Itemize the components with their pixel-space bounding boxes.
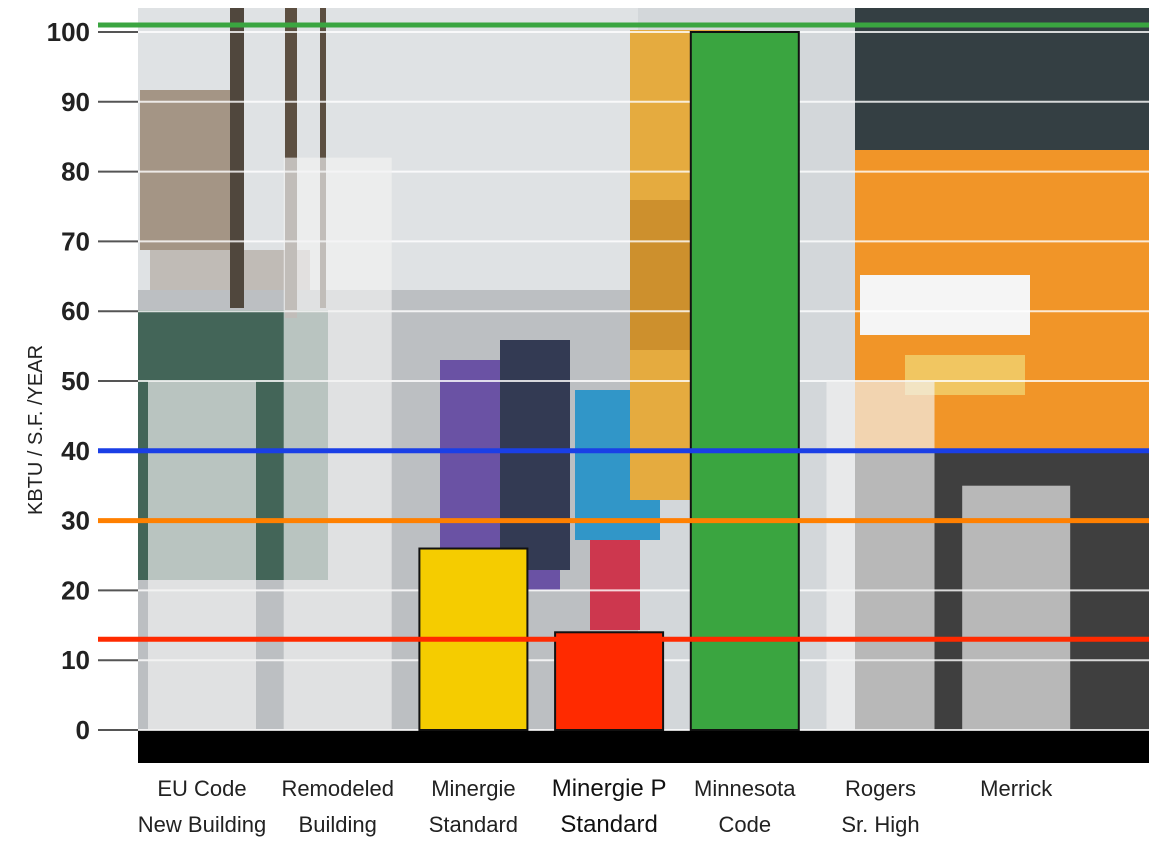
x-category-label: Remodeled Building xyxy=(281,776,394,837)
bars xyxy=(148,31,1071,732)
bar xyxy=(283,157,392,730)
y-tick-label: 20 xyxy=(61,575,90,605)
x-category-label: Minergie P Standard xyxy=(552,775,667,838)
y-tick-label: 0 xyxy=(76,715,90,745)
y-tick-label: 70 xyxy=(61,226,90,256)
y-tick-label: 80 xyxy=(61,157,90,187)
bar xyxy=(689,31,800,731)
reference-lines xyxy=(98,22,1149,642)
y-tick-label: 30 xyxy=(61,506,90,536)
baseline-band xyxy=(138,730,1149,763)
x-category-label: Minergie Standard xyxy=(429,776,518,837)
x-category-label: EU Code New Building xyxy=(138,776,266,837)
bar xyxy=(826,381,935,730)
y-tick-label: 10 xyxy=(61,645,90,675)
y-tick-label: 40 xyxy=(61,436,90,466)
bar xyxy=(962,485,1071,730)
y-tick-label: 90 xyxy=(61,87,90,117)
x-category-label: Minnesota Code xyxy=(694,776,796,837)
y-tick-label: 100 xyxy=(47,17,90,47)
x-category-label: Merrick xyxy=(980,776,1053,801)
y-axis-label: KBTU / S.F. /YEAR xyxy=(25,345,47,515)
bar xyxy=(148,381,256,730)
y-tick-label: 50 xyxy=(61,366,90,396)
x-category-label: Rogers Sr. High xyxy=(841,776,919,837)
bar xyxy=(554,631,665,732)
y-tick-label: 60 xyxy=(61,296,90,326)
y-axis-ticks: 0 10 20 30 40 50 60 70 80 90 100 xyxy=(47,17,138,745)
